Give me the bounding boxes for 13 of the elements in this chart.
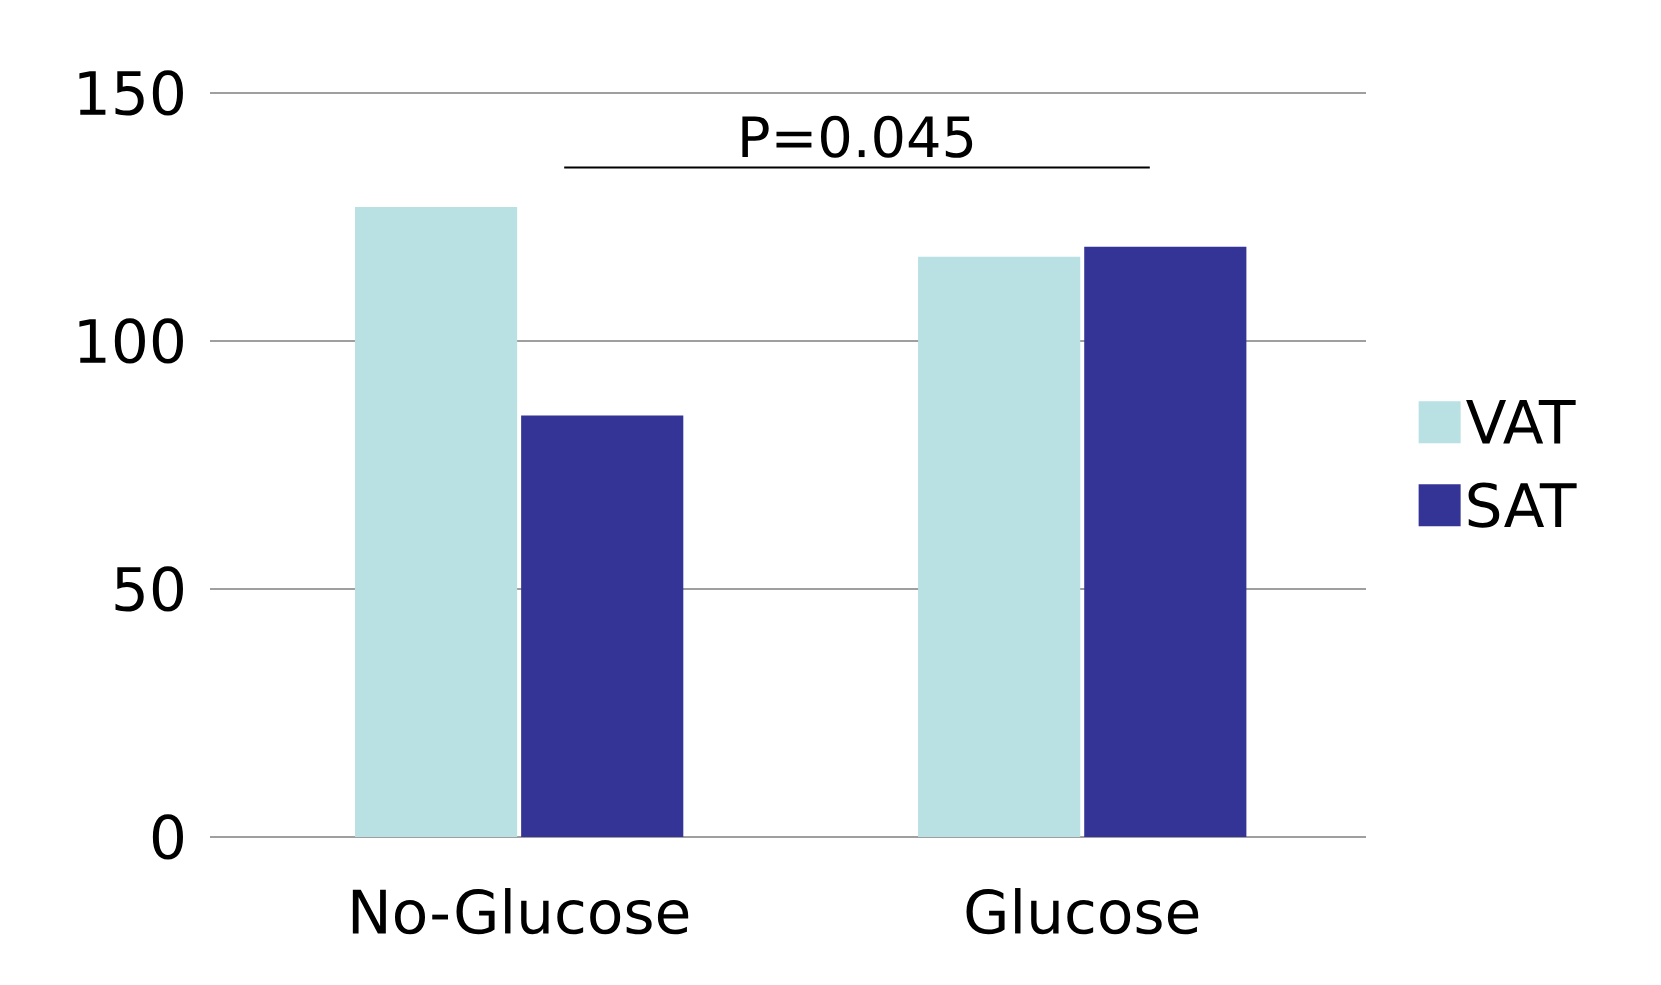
bar <box>354 207 518 837</box>
bar <box>1084 246 1247 837</box>
legend-label: VAT <box>1466 400 1576 444</box>
annotation: P=0.045 <box>742 115 973 158</box>
bar <box>521 415 684 837</box>
bar <box>918 256 1081 837</box>
x-tick-label: Glucose <box>966 888 1199 935</box>
legend-label: SAT <box>1468 482 1577 528</box>
y-tick-label: 0 <box>152 814 183 860</box>
x-tick-label: No-Glucose <box>352 888 689 935</box>
y-tick-label: 150 <box>79 70 183 116</box>
y-tick-label: 50 <box>115 566 183 612</box>
y-tick-label: 100 <box>79 318 183 364</box>
